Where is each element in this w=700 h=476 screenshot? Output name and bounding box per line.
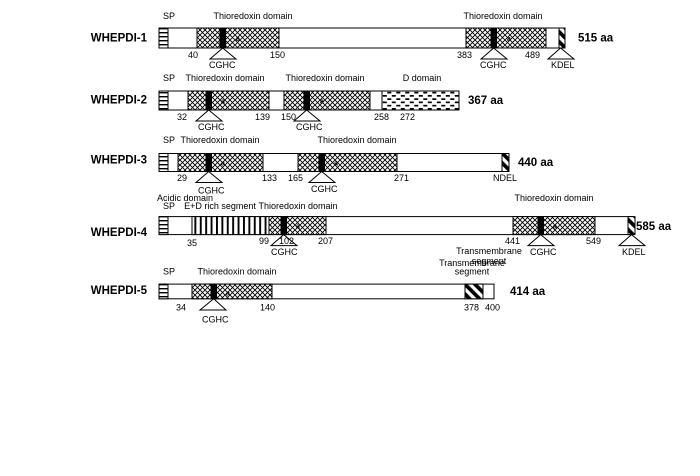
svg-text:440 aa: 440 aa: [518, 157, 554, 169]
svg-text:CGHC: CGHC: [296, 122, 323, 132]
svg-text:99: 99: [259, 236, 269, 246]
svg-text:400: 400: [485, 303, 500, 313]
svg-text:Thioredoxin domain: Thioredoxin domain: [180, 135, 259, 145]
svg-text:WHEPDI-1: WHEPDI-1: [91, 33, 148, 45]
svg-text:207: 207: [318, 236, 333, 246]
svg-text:Thioredoxin domain: Thioredoxin domain: [197, 266, 276, 276]
svg-text:271: 271: [394, 173, 409, 183]
svg-text:a: a: [320, 99, 324, 106]
svg-text:40: 40: [188, 50, 198, 60]
svg-text:Thioredoxin domain: Thioredoxin domain: [285, 73, 364, 83]
svg-text:segment: segment: [455, 267, 490, 277]
svg-text:CGHC: CGHC: [202, 315, 229, 325]
svg-text:CGHC: CGHC: [311, 184, 338, 194]
svg-text:D domain: D domain: [403, 73, 442, 83]
svg-text:KDEL: KDEL: [622, 247, 646, 257]
svg-text:34: 34: [176, 303, 186, 313]
svg-text:WHEPDI-2: WHEPDI-2: [91, 95, 147, 107]
svg-text:441: 441: [505, 236, 520, 246]
svg-text:150: 150: [270, 50, 285, 60]
svg-text:165: 165: [288, 173, 303, 183]
svg-text:150: 150: [281, 112, 296, 122]
svg-text:Thioredoxin domain: Thioredoxin domain: [463, 11, 542, 21]
svg-text:29: 29: [177, 173, 187, 183]
svg-text:585 aa: 585 aa: [636, 221, 672, 233]
svg-text:E+D rich segment: E+D rich segment: [184, 201, 256, 211]
svg-text:CGHC: CGHC: [209, 60, 236, 70]
svg-text:549: 549: [586, 236, 601, 246]
svg-text:CGHC: CGHC: [530, 247, 557, 257]
svg-text:Thioredoxin domain: Thioredoxin domain: [213, 11, 292, 21]
svg-text:a: a: [221, 161, 225, 168]
svg-text:SP: SP: [163, 266, 175, 276]
svg-text:Transmembrane: Transmembrane: [456, 246, 522, 256]
svg-text:a: a: [334, 161, 338, 168]
svg-text:SP: SP: [163, 73, 175, 83]
svg-text:a: a: [507, 36, 511, 43]
svg-text:258: 258: [374, 112, 389, 122]
svg-text:SP: SP: [163, 201, 175, 211]
svg-text:Thioredoxin domain: Thioredoxin domain: [514, 193, 593, 203]
svg-text:32: 32: [177, 112, 187, 122]
svg-text:383: 383: [457, 50, 472, 60]
svg-text:35: 35: [187, 238, 197, 248]
svg-text:WHEPDI-3: WHEPDI-3: [91, 155, 147, 167]
svg-text:CGHC: CGHC: [271, 247, 298, 257]
svg-text:CGHC: CGHC: [198, 122, 225, 132]
svg-text:a: a: [226, 291, 230, 298]
svg-text:515 aa: 515 aa: [578, 33, 614, 45]
svg-text:WHEPDI-4: WHEPDI-4: [91, 227, 148, 239]
svg-text:102: 102: [279, 236, 294, 246]
svg-text:NDEL: NDEL: [493, 173, 517, 183]
svg-text:WHEPDI-5: WHEPDI-5: [91, 285, 148, 297]
svg-text:Thioredoxin domain: Thioredoxin domain: [185, 73, 264, 83]
svg-text:139: 139: [255, 112, 270, 122]
svg-text:CGHC: CGHC: [480, 60, 507, 70]
svg-text:140: 140: [260, 303, 275, 313]
svg-text:378: 378: [464, 303, 479, 313]
svg-text:133: 133: [262, 173, 277, 183]
svg-text:a: a: [553, 224, 557, 231]
svg-text:a: a: [221, 99, 225, 106]
svg-text:Thioredoxin domain: Thioredoxin domain: [258, 201, 337, 211]
svg-text:SP: SP: [163, 135, 175, 145]
svg-text:SP: SP: [163, 11, 175, 21]
svg-text:272: 272: [400, 112, 415, 122]
svg-text:367 aa: 367 aa: [468, 95, 504, 107]
svg-text:414 aa: 414 aa: [510, 286, 546, 298]
svg-text:Thioredoxin domain: Thioredoxin domain: [317, 135, 396, 145]
svg-text:a: a: [236, 36, 240, 43]
svg-text:a: a: [296, 224, 300, 231]
svg-text:KDEL: KDEL: [551, 60, 575, 70]
svg-text:489: 489: [525, 50, 540, 60]
